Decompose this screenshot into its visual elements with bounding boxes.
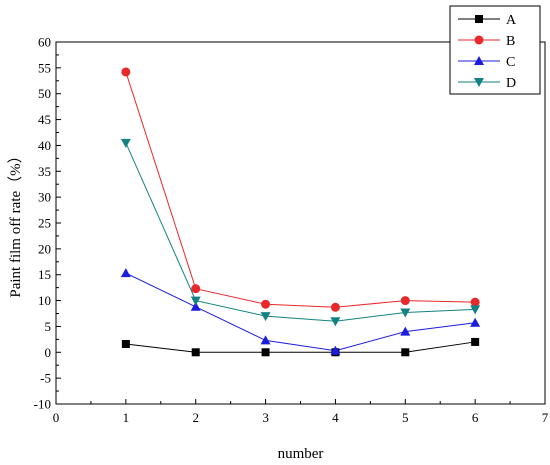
x-tick-label: 0 [53,410,60,425]
data-point-b [121,67,131,77]
y-tick-label: -10 [34,397,51,412]
data-point-a [401,348,410,357]
series-c [120,268,481,355]
legend-marker-a [475,15,483,23]
x-tick-label: 3 [262,410,269,425]
data-point-c [260,335,271,345]
data-point-b [470,297,480,307]
series-line-c [125,272,476,352]
series-line-d [125,142,476,322]
y-tick-label: 50 [38,86,51,101]
data-point-c [470,317,481,327]
data-point-a [191,348,200,357]
series-d [120,138,481,327]
data-point-d [330,317,341,327]
legend-label-d: D [506,76,516,91]
x-tick-label: 6 [472,410,479,425]
x-axis-label: number [278,446,324,462]
y-tick-label: 60 [38,35,51,50]
data-point-b [400,296,410,306]
y-axis-label: Paint film off rate（%） [7,148,24,297]
data-point-a [261,348,270,357]
legend-label-b: B [506,34,515,49]
y-tick-label: 55 [38,60,51,75]
y-tick-label: -5 [40,371,51,386]
data-point-d [400,308,411,318]
y-tick-label: 10 [38,293,51,308]
data-point-d [470,305,481,315]
data-point-d [120,138,131,148]
x-tick-label: 7 [542,410,549,425]
x-tick-label: 5 [402,410,409,425]
y-tick-label: 25 [38,216,51,231]
data-point-d [190,296,201,306]
x-tick-label: 4 [332,410,339,425]
y-tick-label: 40 [38,138,51,153]
data-point-b [330,302,340,312]
y-tick-label: 30 [38,190,51,205]
legend-marker-c [474,56,484,65]
y-tick-label: 35 [38,164,51,179]
data-point-c [190,301,201,311]
data-point-a [121,340,130,349]
data-point-d [260,312,271,322]
data-point-b [191,284,201,294]
data-point-a [471,337,480,346]
legend-box [449,5,541,95]
legend-label-a: A [506,13,517,28]
series-line-a [125,341,476,353]
y-tick-label: 15 [38,267,51,282]
series-b [121,67,480,312]
data-point-b [261,299,271,309]
y-tick-label: 45 [38,112,51,127]
data-point-c [120,268,131,278]
y-tick-label: 5 [45,319,52,334]
data-point-c [330,345,341,355]
legend-label-c: C [506,55,515,70]
y-tick-label: 0 [45,345,52,360]
series-line-b [125,71,476,308]
legend-marker-d [474,78,484,87]
legend-marker-b [474,35,484,45]
series-a [121,337,480,357]
plot-area-frame [55,41,546,405]
x-tick-label: 2 [192,410,199,425]
x-tick-label: 1 [123,410,130,425]
data-point-c [400,326,411,336]
y-tick-label: 20 [38,241,51,256]
